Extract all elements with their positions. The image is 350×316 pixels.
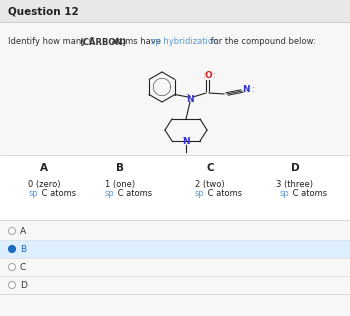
Text: Identify how many C: Identify how many C: [8, 38, 97, 46]
Text: 0 (zero): 0 (zero): [28, 180, 60, 190]
Text: C atoms: C atoms: [205, 190, 242, 198]
Text: ··: ··: [185, 92, 189, 98]
Text: sp: sp: [279, 190, 289, 198]
Text: :: :: [202, 71, 204, 81]
Text: :: :: [212, 71, 214, 81]
Text: 1 (one): 1 (one): [105, 180, 135, 190]
Text: N: N: [186, 94, 194, 104]
Text: B: B: [20, 245, 26, 253]
Text: C atoms: C atoms: [115, 190, 152, 198]
Bar: [0, 240, 350, 258]
Text: C atoms: C atoms: [290, 190, 327, 198]
Text: D: D: [291, 163, 299, 173]
Circle shape: [8, 246, 15, 252]
Text: ··: ··: [181, 135, 185, 141]
Text: sp: sp: [104, 190, 114, 198]
Text: Question 12: Question 12: [8, 6, 79, 16]
Text: :: :: [251, 84, 253, 94]
Text: C: C: [20, 263, 26, 271]
Text: B: B: [116, 163, 124, 173]
Circle shape: [8, 264, 15, 270]
Text: C atoms: C atoms: [39, 190, 76, 198]
Bar: [0, 0, 350, 22]
Text: (CARBON): (CARBON): [79, 38, 126, 46]
Text: C: C: [206, 163, 214, 173]
Text: for the compound below:: for the compound below:: [208, 38, 316, 46]
Text: sp: sp: [194, 190, 204, 198]
Text: N: N: [182, 137, 190, 147]
Text: 2 (two): 2 (two): [195, 180, 225, 190]
Text: sp: sp: [28, 190, 38, 198]
Text: A: A: [20, 227, 26, 235]
Bar: [0, 155, 350, 220]
Text: 3 (three): 3 (three): [276, 180, 314, 190]
Circle shape: [8, 282, 15, 289]
Text: atoms have: atoms have: [109, 38, 163, 46]
Text: sp hybridization: sp hybridization: [152, 38, 219, 46]
Text: A: A: [40, 163, 48, 173]
Text: D: D: [20, 281, 27, 289]
Text: N: N: [242, 84, 250, 94]
Circle shape: [8, 228, 15, 234]
Text: O: O: [204, 71, 212, 81]
